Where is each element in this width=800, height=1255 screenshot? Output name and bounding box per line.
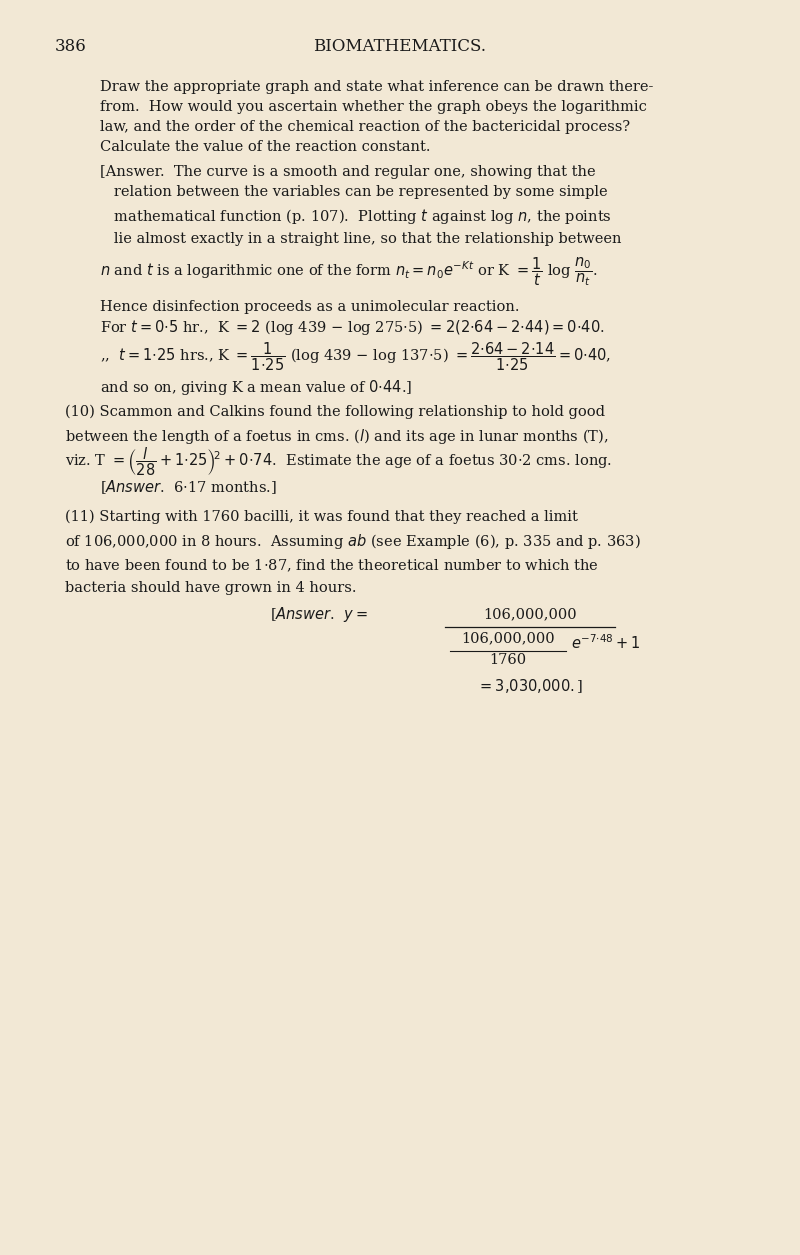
Text: For $t = 0{\cdot}5$ hr.,  K $= 2$ (log 439 $-$ log 275${\cdot}$5) $= 2(2{\cdot}6: For $t = 0{\cdot}5$ hr., K $= 2$ (log 43… (100, 318, 605, 338)
Text: viz. T $= \left(\dfrac{l}{28}+1{\cdot}25\right)^{\!2} +0{\cdot}74$.  Estimate th: viz. T $= \left(\dfrac{l}{28}+1{\cdot}25… (65, 446, 612, 478)
Text: [$\mathit{Answer}$.  $y =$: [$\mathit{Answer}$. $y =$ (270, 605, 368, 624)
Text: [Answer.  The curve is a smooth and regular one, showing that the
   relation be: [Answer. The curve is a smooth and regul… (100, 164, 622, 246)
Text: 386: 386 (55, 38, 86, 55)
Text: (10) Scammon and Calkins found the following relationship to hold good
between t: (10) Scammon and Calkins found the follo… (65, 405, 609, 446)
Text: Draw the appropriate graph and state what inference can be drawn there-
from.  H: Draw the appropriate graph and state wha… (100, 80, 654, 154)
Text: 106,000,000: 106,000,000 (483, 607, 577, 621)
Text: [$\mathit{Answer}$.  6${\cdot}$17 months.]: [$\mathit{Answer}$. 6${\cdot}$17 months.… (100, 478, 277, 496)
Text: $n$ and $t$ is a logarithmic one of the form $n_t = n_0e^{-Kt}$ or K $= \dfrac{1: $n$ and $t$ is a logarithmic one of the … (100, 255, 598, 287)
Text: $e^{-7{\cdot}48}+1$: $e^{-7{\cdot}48}+1$ (571, 634, 640, 653)
Text: 1760: 1760 (490, 653, 526, 666)
Text: (11) Starting with 1760 bacilli, it was found that they reached a limit
of 106,0: (11) Starting with 1760 bacilli, it was … (65, 510, 641, 595)
Text: 106,000,000: 106,000,000 (461, 631, 555, 645)
Text: Hence disinfection proceeds as a unimolecular reaction.: Hence disinfection proceeds as a unimole… (100, 300, 519, 314)
Text: ,, $\ t = 1{\cdot}25$ hrs., K $= \dfrac{1}{1{\cdot}25}$ (log 439 $-$ log 137${\c: ,, $\ t = 1{\cdot}25$ hrs., K $= \dfrac{… (100, 340, 611, 373)
Text: and so on, giving K a mean value of $0{\cdot}44$.]: and so on, giving K a mean value of $0{\… (100, 378, 412, 397)
Text: BIOMATHEMATICS.: BIOMATHEMATICS. (314, 38, 486, 55)
Text: $= 3{,}030{,}000.$]: $= 3{,}030{,}000.$] (477, 676, 583, 695)
